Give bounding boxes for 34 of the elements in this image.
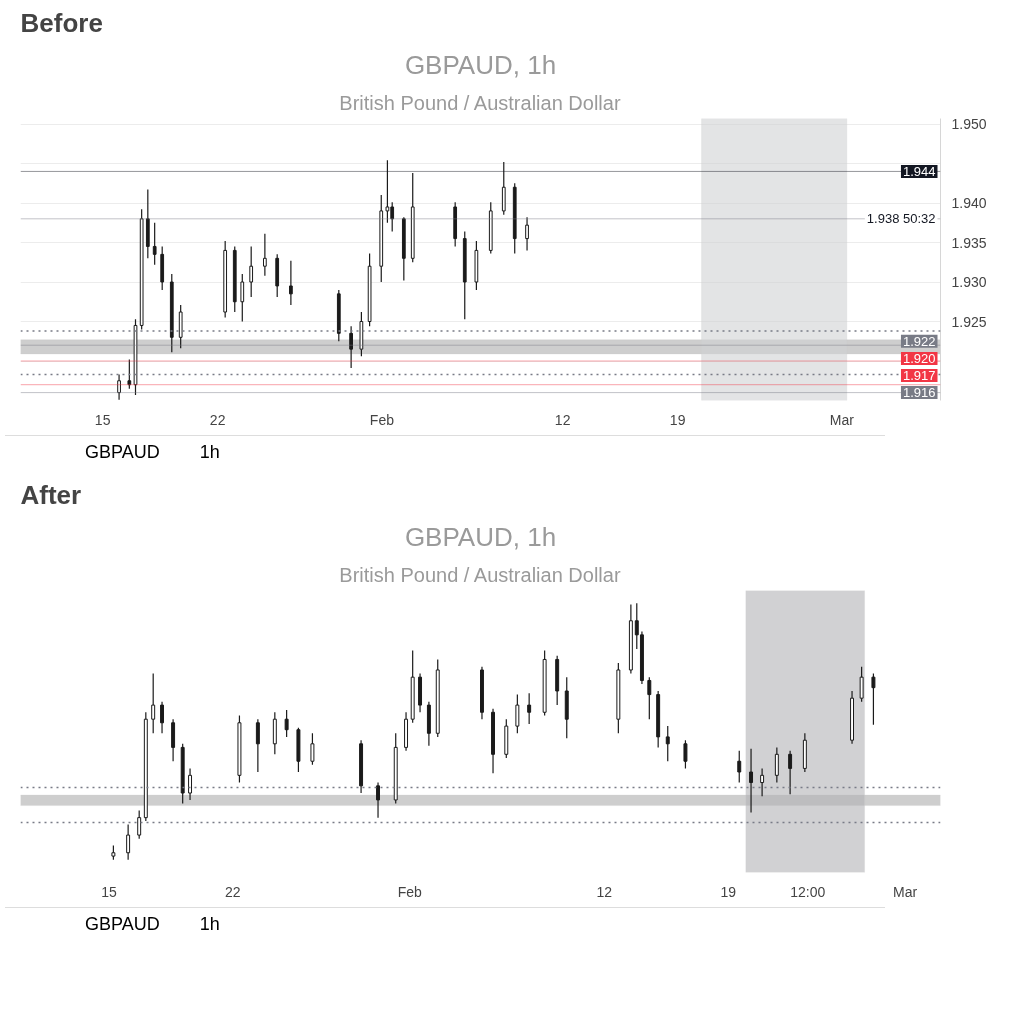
x-tick-label: 12 [596,883,613,900]
x-tick-label: 15 [94,411,111,428]
text: 1h [199,442,220,462]
ref-line-label: 1.916 [902,385,936,401]
text: British Pound / Australian Dollar [339,563,621,586]
x-tick-label: Mar [893,883,918,900]
x-tick-label: 22 [209,411,226,428]
text: GBPAUD, 1h [404,521,557,552]
x-tick-label: 22 [225,883,241,900]
chart-title: Before [20,7,103,38]
ref-line-label: 1.938 50:32 [866,211,936,227]
x-tick-label: 12:00 [790,883,826,900]
ref-line-label: 1.920 [902,350,936,366]
y-tick-label: 1.950 [951,116,987,133]
x-tick-label: Mar [829,411,855,428]
text: British Pound / Australian Dollar [339,91,621,114]
text: 1h [199,914,220,934]
x-tick-label: 19 [720,883,737,900]
text: GBPAUD [85,442,160,462]
x-tick-label: 19 [669,411,686,428]
ref-line-label: 1.922 [902,333,936,349]
ref-line-label: 1.944 [902,163,936,179]
y-tick-label: 1.940 [951,195,987,212]
ref-line-label: 1.917 [902,368,936,384]
x-tick-label: Feb [397,883,423,900]
x-tick-label: 12 [554,411,571,428]
y-tick-label: 1.925 [951,313,987,330]
y-tick-label: 1.930 [951,274,987,291]
x-tick-label: Feb [369,411,395,428]
x-tick-label: 15 [101,883,117,900]
y-tick-label: 1.935 [951,234,987,251]
chart-title: After [20,479,82,510]
text: GBPAUD, 1h [404,49,557,80]
text: GBPAUD [85,914,160,934]
